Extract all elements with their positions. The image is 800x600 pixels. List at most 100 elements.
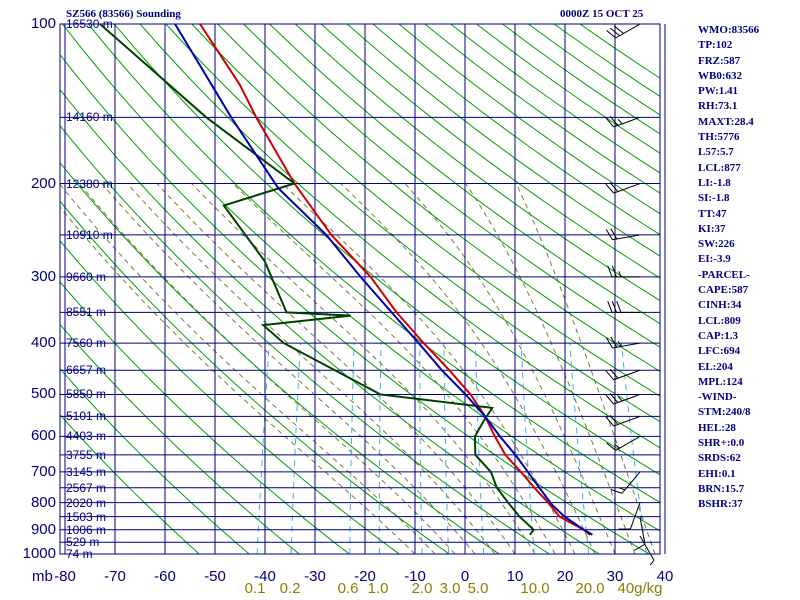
mixing-ratio-tick-label: 20.0 xyxy=(575,580,605,597)
wind-barb-flag xyxy=(605,117,615,128)
sounding-index-item: CAP:1.3 xyxy=(698,329,739,342)
wind-barb-flag xyxy=(616,300,622,313)
mixing-ratio-tick-label: 3.0 xyxy=(439,580,461,597)
temperature-tick-label: -10 xyxy=(404,568,426,585)
wind-barb-flag xyxy=(617,396,623,402)
wind-barb-flag xyxy=(607,265,613,278)
mixing-ratio-tick-label: 1.0 xyxy=(367,580,389,597)
valid-time: 0000Z 15 OCT 25 xyxy=(560,8,644,20)
temperature-tick-label: -80 xyxy=(54,568,76,585)
wind-barb-flag xyxy=(606,30,617,39)
wind-barb xyxy=(606,435,641,451)
dewpoint-line xyxy=(99,24,536,536)
height-tick-label: 5101 m xyxy=(66,409,107,424)
sounding-index-item: LI:-1.8 xyxy=(698,176,731,189)
height-tick-label: 3145 m xyxy=(66,464,107,479)
wind-barb-flag xyxy=(611,265,617,278)
sounding-index-item: LCL:809 xyxy=(698,314,741,327)
sounding-index-item: L57:5.7 xyxy=(698,146,734,159)
sounding-index-item: WB0:632 xyxy=(698,69,742,82)
wind-barb-flag xyxy=(610,336,618,348)
sounding-index-item: -PARCEL- xyxy=(698,268,750,281)
sounding-index-item: -WIND- xyxy=(698,391,737,404)
sounding-index-item: CAPE:587 xyxy=(698,284,749,297)
wind-barb-flag xyxy=(606,442,617,451)
sounding-index-item: EHI:0.1 xyxy=(698,467,736,480)
isobar-gridlines xyxy=(59,23,661,555)
wind-barb-flag xyxy=(617,118,623,125)
height-tick-label: 1503 m xyxy=(66,509,107,524)
height-tick-label: 2020 m xyxy=(66,495,107,510)
temperature-tick-label: 30 xyxy=(606,568,624,585)
wind-barb-staff xyxy=(613,393,641,405)
pressure-tick-label: 500 xyxy=(30,385,56,403)
wind-barb-staff xyxy=(612,234,641,241)
mixing-ratio-line xyxy=(378,343,382,554)
wind-barb-staff xyxy=(621,471,641,494)
wind-barb xyxy=(606,23,641,39)
wind-barb-flag xyxy=(609,393,619,403)
sounding-index-item: TP:102 xyxy=(698,39,733,52)
sounding-indices-panel: WMO:83566 TP:102 FRZ:587 WB0:632 PW:1.41 RH:7… xyxy=(698,23,759,513)
wind-barb-flag xyxy=(610,228,618,240)
wind-barb-flag xyxy=(649,559,655,566)
sounding-index-item: MPL:124 xyxy=(698,375,743,388)
sounding-index-item: STM:240/8 xyxy=(698,406,751,419)
wind-barb-flag xyxy=(605,337,613,349)
wind-barb-flag xyxy=(609,182,619,192)
height-tick-label: 14160 m xyxy=(66,110,113,125)
wind-barb-flag xyxy=(605,370,615,381)
sounding-index-item: FRZ:587 xyxy=(698,54,741,67)
sounding-index-item: MAXT:28.4 xyxy=(698,115,754,128)
pressure-tick-label: 900 xyxy=(30,520,56,538)
wind-barb-staff xyxy=(613,183,641,194)
height-tick-label: 1006 m xyxy=(66,522,107,537)
sounding-index-item: BSHR:37 xyxy=(698,498,743,511)
height-tick-label: 7560 m xyxy=(66,336,107,351)
wind-barb xyxy=(605,368,641,381)
wind-barbs xyxy=(605,23,655,566)
sounding-index-item: SI:-1.8 xyxy=(698,192,730,205)
sounding-index-item: PW:1.41 xyxy=(698,85,739,98)
wind-barb-staff xyxy=(613,415,641,427)
temperature-tick-label: 0 xyxy=(460,568,470,585)
dry-adiabat-line xyxy=(87,24,660,504)
mixing-ratio-tick-label: 0.6 xyxy=(337,580,359,597)
wind-barb-flag xyxy=(609,368,619,379)
station-title: SZ566 (83566) Sounding xyxy=(66,8,181,20)
wind-barb xyxy=(607,300,640,313)
wind-barb-flag xyxy=(607,300,613,313)
wind-barb xyxy=(618,502,641,530)
height-tick-label: 10910 m xyxy=(66,227,113,242)
moist-adiabat-line xyxy=(465,183,636,554)
temperature-tick-label: -40 xyxy=(254,568,276,585)
wind-barb xyxy=(605,228,641,241)
height-tick-label: 2567 m xyxy=(66,480,107,495)
sounding-index-item: TH:5776 xyxy=(698,131,740,144)
pressure-tick-label: 800 xyxy=(30,493,56,511)
wind-barb-staff xyxy=(639,535,655,561)
height-tick-label: 16530 m xyxy=(66,17,113,31)
height-tick-label: 12380 m xyxy=(66,176,113,191)
mixing-ratio-tick-label: 10.0 xyxy=(520,580,550,597)
sounding-index-item: EI:-3.9 xyxy=(698,253,731,266)
pressure-tick-label: 1000 xyxy=(22,545,56,562)
temperature-tick-label: 10 xyxy=(506,568,524,585)
sounding-index-item: BRN:15.7 xyxy=(698,482,745,495)
wind-barb-flag xyxy=(609,115,619,126)
temperature-line xyxy=(199,24,591,536)
sounding-index-item: KI:37 xyxy=(698,222,726,235)
wind-barb-flag xyxy=(610,488,623,494)
sounding-index-item: HEL:28 xyxy=(698,421,736,434)
sounding-index-item: EL:204 xyxy=(698,360,733,373)
wind-barb xyxy=(607,265,640,278)
wind-barb-flag xyxy=(605,416,615,427)
temperature-tick-label: -70 xyxy=(104,568,126,585)
moist-adiabat-line xyxy=(156,183,516,554)
moist-adiabat-line xyxy=(232,183,556,554)
temperature-tick-label: -20 xyxy=(354,568,376,585)
sounding-index-item: CINH:34 xyxy=(698,299,742,312)
sounding-index-item: SRDS:62 xyxy=(698,452,741,465)
wind-barb-staff xyxy=(613,116,641,128)
